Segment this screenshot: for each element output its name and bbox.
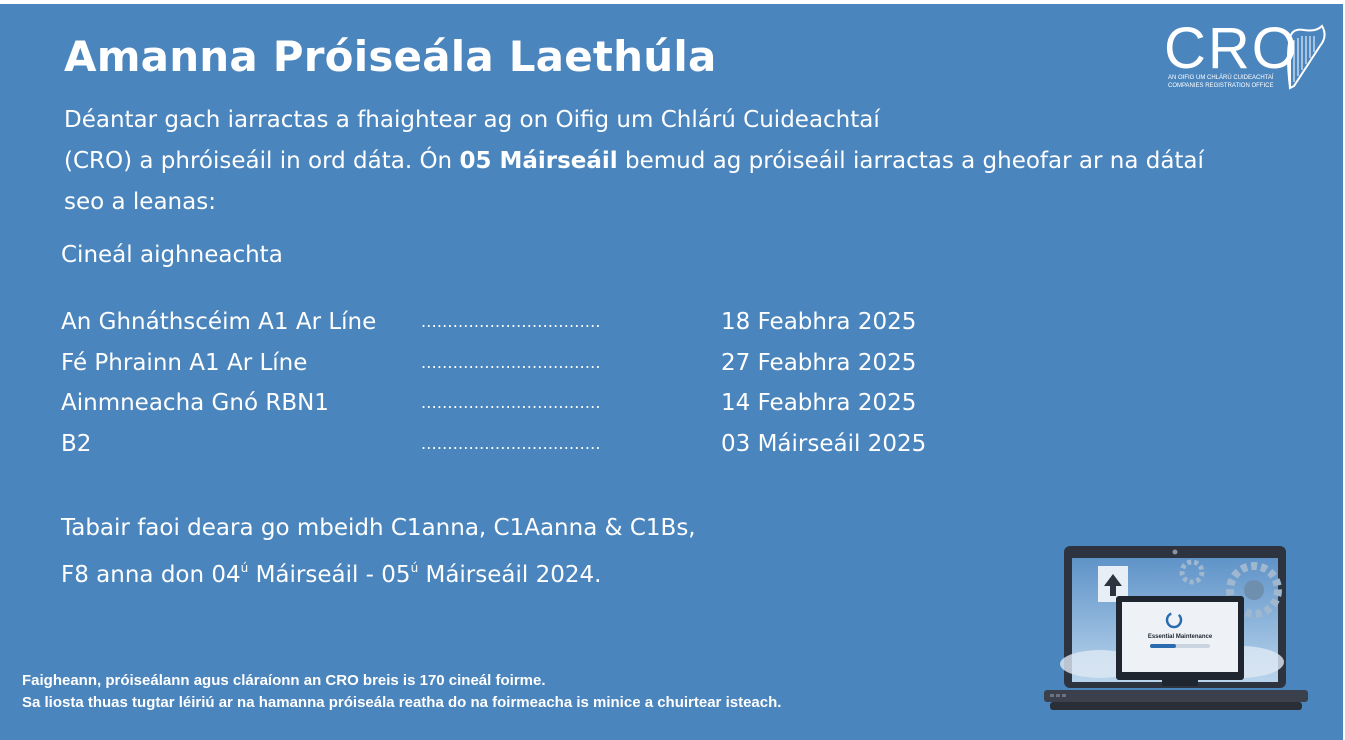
submission-type: Ainmneacha Gnó RBN1	[61, 390, 329, 416]
dot-leader: ..................................	[421, 312, 601, 331]
logo-text: CRO	[1164, 16, 1299, 81]
footer-line-2: Sa liosta thuas tugtar léiriú ar na hama…	[22, 694, 782, 711]
processing-date: 27 Feabhra 2025	[721, 349, 917, 376]
note-line-2: F8 anna don 04ú Máirseáil - 05ú Máirseái…	[61, 548, 696, 595]
ordinal-suffix: ú	[410, 561, 419, 575]
cro-logo: CRO AN OIFIG UM CHLÁRÚ CUIDEACHTAÍ COMPA…	[1164, 16, 1334, 98]
note-paragraph: Tabair faoi deara go mbeidh C1anna, C1Aa…	[61, 508, 696, 595]
submission-type-heading: Cineál aighneachta	[61, 242, 283, 268]
processing-date: 03 Máirseáil 2025	[721, 430, 927, 457]
submission-type: Fé Phrainn A1 Ar Líne	[61, 349, 308, 376]
start-date-bold: 05 Máirseáil	[459, 148, 618, 174]
note-line-2-c: Máirseáil 2024.	[418, 562, 602, 588]
processing-date: 18 Feabhra 2025	[721, 309, 917, 335]
logo-subtitle: AN OIFIG UM CHLÁRÚ CUIDEACHTAÍ COMPANIES…	[1168, 74, 1274, 90]
announcement-panel: Amanna Próiseála Laethúla CRO AN OIFIG U…	[0, 4, 1343, 740]
note-line-2-b: Máirseáil - 05	[248, 562, 411, 588]
footer-line-1: Faigheann, próiseálann agus cláraíonn an…	[22, 672, 546, 689]
processing-date: 14 Feabhra 2025	[721, 390, 917, 416]
intro-line-2-start: (CRO) a phróiseáil in ord dáta. Ón	[64, 148, 460, 174]
logo-subtitle-english: COMPANIES REGISTRATION OFFICE	[1168, 83, 1274, 89]
intro-paragraph: Déantar gach iarractas a fhaightear ag o…	[64, 100, 1244, 223]
laptop-screen-text: Essential Maintenance	[1148, 634, 1213, 640]
footer-text: Faigheann, próiseálann agus cláraíonn an…	[22, 670, 781, 714]
page-title: Amanna Próiseála Laethúla	[64, 32, 717, 81]
submission-type: An Ghnáthscéim A1 Ar Líne	[61, 309, 377, 335]
harp-icon	[1287, 24, 1326, 90]
submission-type: B2	[61, 430, 92, 457]
intro-line-2: (CRO) a phróiseáil in ord dáta. Ón 05 Má…	[64, 141, 1244, 182]
intro-line-3: seo a leanas:	[64, 189, 216, 215]
intro-line-2-end: bemud ag próiseáil iarractas a gheofar a…	[617, 148, 1204, 174]
dot-leader: ..................................	[421, 352, 601, 372]
laptop-maintenance-illustration: Essential Maintenance	[1044, 546, 1308, 710]
dot-leader: ..................................	[421, 433, 601, 453]
intro-line-1: Déantar gach iarractas a fhaightear ag o…	[64, 107, 880, 133]
ordinal-suffix: ú	[240, 561, 249, 575]
dot-leader: ..................................	[421, 393, 601, 412]
note-line-1: Tabair faoi deara go mbeidh C1anna, C1Aa…	[61, 515, 696, 541]
note-line-2-a: F8 anna don 04	[61, 562, 241, 588]
logo-subtitle-irish: AN OIFIG UM CHLÁRÚ CUIDEACHTAÍ	[1168, 75, 1274, 81]
